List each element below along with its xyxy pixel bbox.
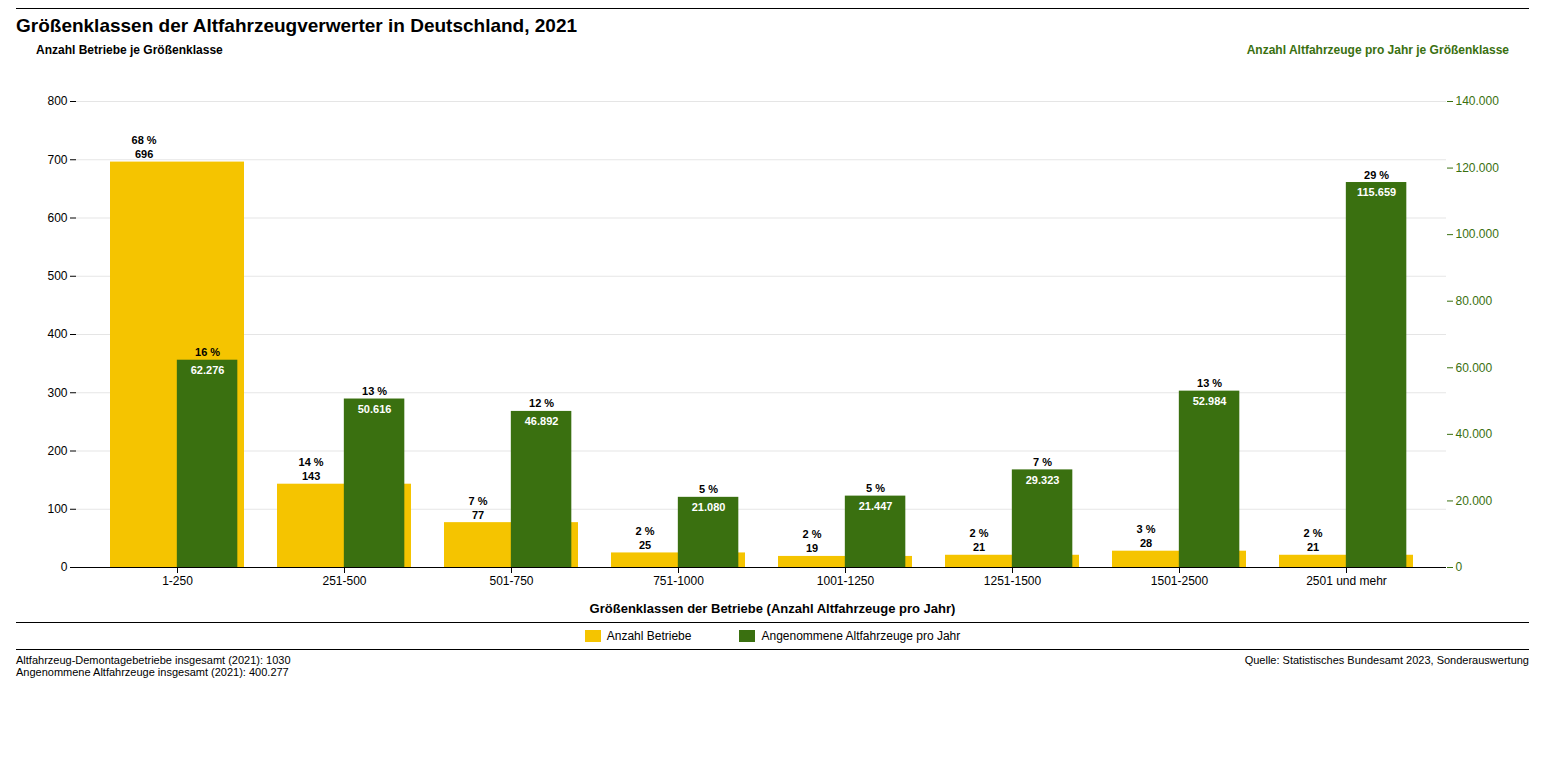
html-text:Angenommene Altfahrzeuge insge: Angenommene Altfahrzeuge insgesamt (2021… xyxy=(16,666,289,678)
svg-text:140.000: 140.000 xyxy=(1456,94,1500,108)
svg-text:5 %: 5 % xyxy=(866,482,885,494)
svg-text:0: 0 xyxy=(61,560,68,574)
html-text:Angenommene Altfahrzeuge pro J: Angenommene Altfahrzeuge pro Jahr xyxy=(761,629,961,643)
html-text:Anzahl Betriebe: Anzahl Betriebe xyxy=(606,629,692,643)
svg-text:12 %: 12 % xyxy=(529,397,554,409)
svg-text:0: 0 xyxy=(1456,560,1463,574)
svg-text:25: 25 xyxy=(639,539,651,551)
svg-text:2501 und mehr: 2501 und mehr xyxy=(1306,574,1387,588)
svg-text:52.984: 52.984 xyxy=(1193,395,1228,407)
svg-text:16 %: 16 % xyxy=(195,346,220,358)
svg-text:696: 696 xyxy=(135,148,153,160)
svg-text:200: 200 xyxy=(47,444,67,458)
svg-text:28: 28 xyxy=(1140,537,1152,549)
svg-text:300: 300 xyxy=(47,386,67,400)
svg-text:1-250: 1-250 xyxy=(162,574,193,588)
svg-text:77: 77 xyxy=(472,509,484,521)
svg-text:751-1000: 751-1000 xyxy=(653,574,704,588)
svg-text:7 %: 7 % xyxy=(469,495,488,507)
svg-text:13 %: 13 % xyxy=(362,385,387,397)
html-text:Anzahl Altfahrzeuge pro Jahr j: Anzahl Altfahrzeuge pro Jahr je Größenkl… xyxy=(1246,43,1509,57)
svg-text:2 %: 2 % xyxy=(636,525,655,537)
svg-text:1501-2500: 1501-2500 xyxy=(1151,574,1209,588)
svg-text:501-750: 501-750 xyxy=(489,574,533,588)
svg-text:21.080: 21.080 xyxy=(692,501,726,513)
svg-text:20.000: 20.000 xyxy=(1456,494,1493,508)
svg-text:21.447: 21.447 xyxy=(859,500,893,512)
svg-text:251-500: 251-500 xyxy=(322,574,366,588)
svg-text:21: 21 xyxy=(1307,541,1319,553)
svg-text:100: 100 xyxy=(47,502,67,516)
svg-text:3 %: 3 % xyxy=(1137,523,1156,535)
svg-text:80.000: 80.000 xyxy=(1456,294,1493,308)
svg-text:2 %: 2 % xyxy=(803,528,822,540)
html-text:Größenklassen der Betriebe (An: Größenklassen der Betriebe (Anzahl Altfa… xyxy=(589,601,956,616)
svg-text:46.892: 46.892 xyxy=(525,415,559,427)
svg-text:143: 143 xyxy=(302,470,320,482)
svg-text:700: 700 xyxy=(47,153,67,167)
svg-text:2 %: 2 % xyxy=(1304,527,1323,539)
svg-text:600: 600 xyxy=(47,211,67,225)
html-text:Altfahrzeug-Demontagebetriebe: Altfahrzeug-Demontagebetriebe insgesamt … xyxy=(16,654,291,666)
svg-text:1251-1500: 1251-1500 xyxy=(984,574,1042,588)
svg-text:115.659: 115.659 xyxy=(1357,186,1396,198)
svg-text:19: 19 xyxy=(806,542,818,554)
svg-text:29.323: 29.323 xyxy=(1026,474,1060,486)
svg-text:400: 400 xyxy=(47,327,67,341)
svg-text:100.000: 100.000 xyxy=(1456,227,1500,241)
svg-text:14 %: 14 % xyxy=(299,456,324,468)
html-text:Anzahl Betriebe je Größenklass: Anzahl Betriebe je Größenklasse xyxy=(36,43,223,57)
svg-text:1001-1250: 1001-1250 xyxy=(817,574,875,588)
svg-text:7 %: 7 % xyxy=(1033,456,1052,468)
svg-text:29 %: 29 % xyxy=(1364,169,1389,181)
svg-text:5 %: 5 % xyxy=(699,483,718,495)
svg-text:500: 500 xyxy=(47,269,67,283)
svg-text:40.000: 40.000 xyxy=(1456,427,1493,441)
svg-text:120.000: 120.000 xyxy=(1456,161,1500,175)
html-text:Quelle: Statistisches Bundesam: Quelle: Statistisches Bundesamt 2023, So… xyxy=(1244,654,1529,666)
svg-text:21: 21 xyxy=(973,541,985,553)
svg-text:50.616: 50.616 xyxy=(358,403,392,415)
svg-text:62.276: 62.276 xyxy=(191,364,225,376)
svg-text:2 %: 2 % xyxy=(970,527,989,539)
html-text:Größenklassen der Altfahrzeugv: Größenklassen der Altfahrzeugverwerter i… xyxy=(16,15,577,36)
svg-text:800: 800 xyxy=(47,94,67,108)
svg-text:68 %: 68 % xyxy=(132,134,157,146)
svg-text:13 %: 13 % xyxy=(1197,377,1222,389)
svg-text:60.000: 60.000 xyxy=(1456,361,1493,375)
